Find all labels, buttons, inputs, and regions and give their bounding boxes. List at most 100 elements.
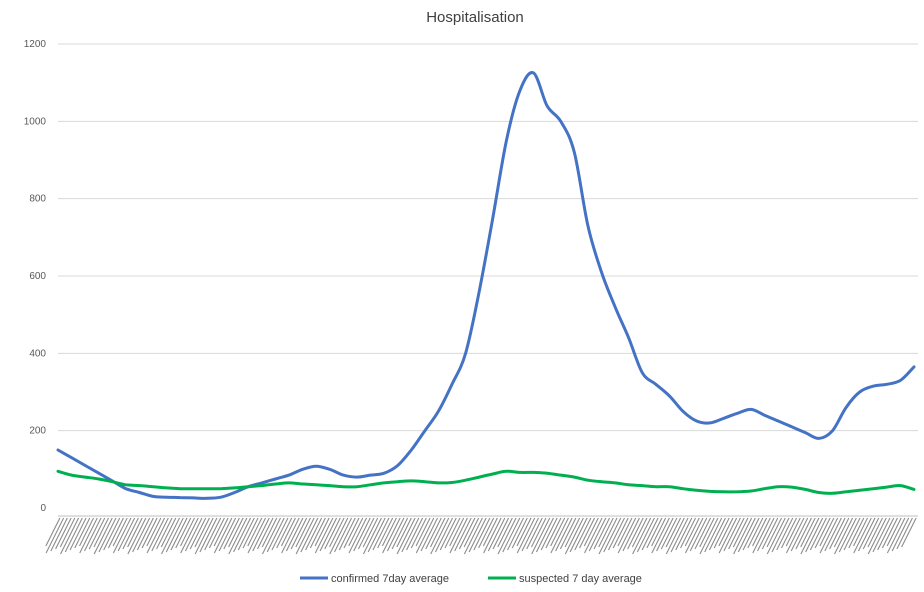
x-tick-label [867, 517, 883, 548]
x-tick-label [194, 517, 214, 555]
x-tick-label [612, 517, 629, 549]
x-tick-label [718, 517, 738, 554]
x-tick-label [103, 517, 121, 551]
x-tick-label [694, 517, 711, 550]
x-tick-label [704, 517, 723, 553]
x-tick-label [112, 517, 132, 554]
x-tick-label [160, 517, 177, 548]
x-tick-label [708, 517, 726, 551]
x-tick-label [170, 517, 188, 551]
x-tick-label [713, 517, 730, 549]
x-tick-label [516, 517, 532, 547]
x-tick-label [386, 517, 405, 552]
x-tick-label [473, 517, 491, 551]
x-tick-label [530, 517, 547, 548]
x-tick-label [213, 517, 229, 547]
x-tick-label [785, 517, 805, 554]
x-tick-label [780, 517, 797, 549]
x-tick-label [179, 517, 195, 547]
x-tick-label [415, 517, 431, 547]
x-tick-label [790, 517, 809, 552]
x-tick-label [886, 517, 906, 554]
x-tick-label [843, 517, 861, 551]
x-tick-label [45, 517, 65, 554]
x-tick-label [266, 517, 285, 553]
x-tick-label [295, 517, 311, 548]
x-tick-label [362, 517, 382, 555]
x-tick-label [564, 517, 584, 555]
x-tick-label [819, 517, 835, 547]
x-tick-label [50, 517, 68, 552]
x-tick-label [641, 517, 659, 551]
x-tick-label [93, 517, 113, 555]
x-tick-label [521, 517, 539, 552]
x-tick-label [107, 517, 124, 549]
x-tick-label [290, 517, 308, 550]
x-tick-label [531, 517, 551, 555]
x-tick-label [766, 517, 786, 555]
x-tick-label [79, 517, 98, 554]
x-tick-label [463, 517, 483, 555]
x-tick-label [348, 517, 367, 554]
x-tick-label [396, 517, 416, 555]
x-tick-label [858, 517, 876, 552]
x-tick-label [156, 517, 173, 550]
x-tick-label [218, 517, 237, 552]
x-tick-label [175, 517, 192, 549]
x-tick-label [795, 517, 812, 550]
y-tick-label: 400 [29, 348, 46, 359]
x-tick-label [112, 517, 128, 547]
x-tick-label [237, 517, 255, 551]
x-tick-label [699, 517, 719, 555]
x-tick-label [348, 517, 364, 547]
x-tick-label [194, 517, 210, 548]
x-tick-label [555, 517, 573, 552]
x-tick-label [607, 517, 625, 551]
x-tick-label [449, 517, 465, 547]
x-tick-label [478, 517, 495, 549]
x-tick-label [381, 517, 397, 547]
x-tick-label [482, 517, 498, 547]
x-tick-label [540, 517, 558, 551]
x-tick-label [771, 517, 790, 553]
x-tick-label [132, 517, 151, 553]
x-tick-label [631, 517, 648, 548]
x-tick-label [699, 517, 715, 548]
x-tick-label [223, 517, 240, 550]
x-tick-label [665, 517, 685, 555]
x-tick-label [377, 517, 394, 549]
x-tick-label [458, 517, 476, 550]
x-tick-label [569, 517, 588, 553]
x-tick-label [685, 517, 704, 554]
x-tick-label [862, 517, 880, 550]
x-tick-label [309, 517, 326, 549]
y-tick-label: 0 [40, 503, 46, 514]
x-tick-label [88, 517, 106, 550]
x-tick-label [396, 517, 412, 548]
legend-label-confirmed: confirmed 7day average [331, 573, 449, 585]
x-tick-label [516, 517, 536, 554]
x-tick-label [723, 517, 741, 552]
x-tick-label [507, 517, 525, 551]
x-tick-label [357, 517, 375, 550]
x-tick-label [410, 517, 427, 549]
x-tick-label [656, 517, 674, 552]
x-tick-label [627, 517, 644, 550]
x-tick-label [497, 517, 517, 555]
series-line-suspected [56, 469, 916, 495]
x-tick-label [632, 517, 652, 555]
x-tick-label [204, 517, 222, 551]
x-tick-label [199, 517, 218, 553]
x-tick-label [733, 517, 753, 555]
x-tick-label [545, 517, 562, 549]
x-tick-label [55, 517, 72, 550]
x-tick-label [285, 517, 304, 552]
x-tick-label [420, 517, 439, 552]
x-tick-label [59, 517, 76, 548]
x-tick-label [814, 517, 831, 549]
y-tick-label: 800 [29, 194, 46, 205]
x-tick-label [334, 517, 353, 553]
x-tick-label [718, 517, 734, 547]
chart-title: Hospitalisation [426, 9, 524, 26]
